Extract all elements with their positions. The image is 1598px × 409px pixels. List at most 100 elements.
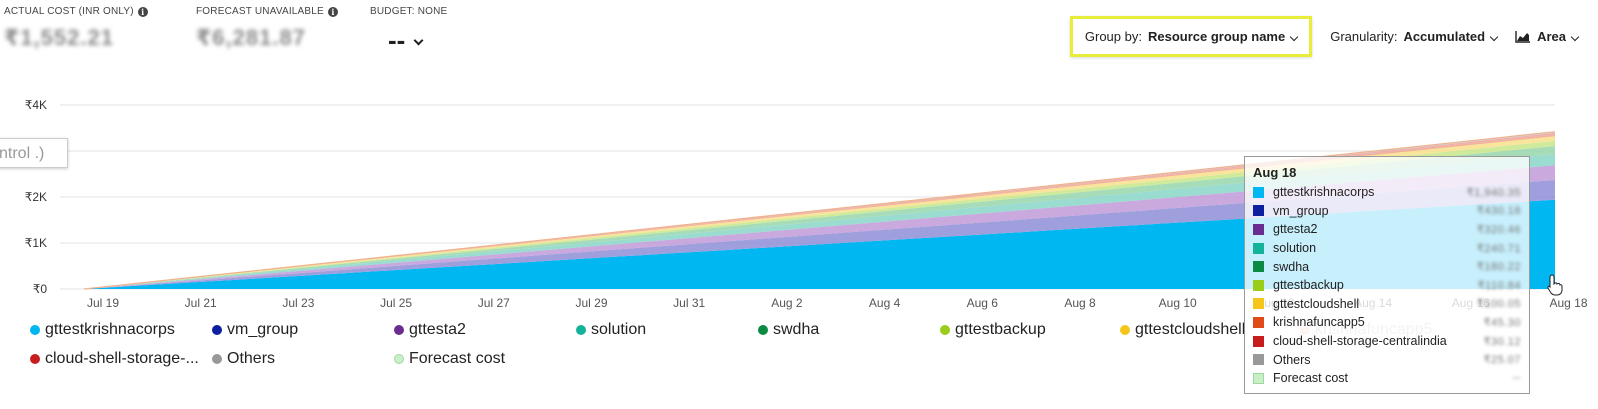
tooltip-series-value: ₹30.12 <box>1483 335 1521 348</box>
legend-label: Forecast cost <box>409 350 506 367</box>
tooltip-row: gttestcloudshell ₹100.05 <box>1253 295 1521 314</box>
y-tick-label: ₹4K <box>25 98 47 112</box>
tooltip-series-name: Forecast cost <box>1273 371 1349 386</box>
legend-item[interactable]: cloud-shell-storage-... <box>30 350 199 368</box>
legend-item[interactable]: swdha <box>758 321 819 339</box>
legend-dot <box>212 325 222 335</box>
tooltip-row: vm_group ₹430.18 <box>1253 202 1521 221</box>
tooltip-swatch <box>1253 186 1264 198</box>
legend-dot <box>940 325 950 335</box>
tooltip-series-value: -- <box>1512 372 1521 385</box>
group-by-dropdown[interactable]: Group by: Resource group name <box>1069 16 1313 57</box>
tooltip-swatch <box>1253 316 1264 328</box>
y-tick-label: ₹0 <box>33 282 48 296</box>
info-icon[interactable]: i <box>327 6 338 17</box>
ghost-tooltip: ntrol .) <box>0 138 68 168</box>
legend-item[interactable]: vm_group <box>212 321 298 339</box>
actual-cost-value: ₹1,552.21 <box>4 25 114 50</box>
budget-label: BUDGET: NONE <box>370 6 448 17</box>
x-tick-label: Jul 27 <box>478 296 510 310</box>
tooltip-series-value: ₹110.84 <box>1477 279 1521 292</box>
legend-dot <box>394 354 404 364</box>
legend-item[interactable]: gttesta2 <box>394 321 466 339</box>
legend-label: vm_group <box>227 321 299 338</box>
area-chart-icon <box>1515 30 1531 43</box>
chart-type-dropdown[interactable]: Area <box>1515 29 1580 44</box>
budget-selector[interactable]: -- <box>370 25 447 56</box>
tooltip-swatch <box>1253 205 1264 217</box>
x-tick-label: Aug 4 <box>869 296 901 310</box>
granularity-label: Granularity: <box>1330 29 1398 44</box>
legend-item[interactable]: gttestbackup <box>940 321 1046 339</box>
tooltip-swatch <box>1253 242 1264 254</box>
tooltip-series-value: ₹1,940.35 <box>1466 186 1521 199</box>
tooltip-series-value: ₹180.22 <box>1476 261 1521 274</box>
forecast-value: ₹6,281.87 <box>196 25 306 50</box>
hand-cursor-icon <box>1547 274 1563 296</box>
tooltip-series-name: gttestbackup <box>1273 278 1344 293</box>
tooltip-date: Aug 18 <box>1253 165 1297 180</box>
tooltip-swatch <box>1253 298 1264 310</box>
legend-label: gttestkrishnacorps <box>45 321 175 338</box>
tooltip-swatch <box>1253 223 1264 235</box>
x-tick-label: Aug 10 <box>1159 296 1197 310</box>
legend-item[interactable]: gttestcloudshell <box>1120 321 1245 339</box>
tooltip-row: cloud-shell-storage-centralindia ₹30.12 <box>1253 332 1521 351</box>
legend-label: solution <box>591 321 647 338</box>
budget-kpi: BUDGET: NONE -- <box>370 6 447 56</box>
tooltip-series-name: krishnafuncapp5 <box>1273 315 1365 330</box>
tooltip-row: solution ₹240.71 <box>1253 239 1521 258</box>
legend-item[interactable]: gttestkrishnacorps <box>30 321 175 339</box>
x-tick-label: Aug 2 <box>771 296 803 310</box>
chart-controls: Group by: Resource group name Granularit… <box>1069 16 1580 57</box>
tooltip-series-value: ₹100.05 <box>1476 298 1521 311</box>
legend-dot <box>30 325 40 335</box>
tooltip-swatch <box>1253 372 1264 384</box>
tooltip-row: gttesta2 ₹320.46 <box>1253 220 1521 239</box>
group-by-value: Resource group name <box>1147 29 1286 44</box>
budget-value: -- <box>388 25 406 55</box>
tooltip-series-name: Others <box>1273 352 1311 367</box>
tooltip-swatch <box>1253 354 1264 366</box>
tooltip-row: Others ₹25.07 <box>1253 350 1521 369</box>
x-tick-label: Jul 23 <box>282 296 314 310</box>
tooltip-series-value: ₹240.71 <box>1476 242 1521 255</box>
x-tick-label: Jul 25 <box>380 296 412 310</box>
actual-cost-label: ACTUAL COST (INR ONLY) <box>4 6 134 17</box>
tooltip-series-name: solution <box>1273 241 1317 256</box>
legend-label: gttesta2 <box>409 321 466 338</box>
forecast-label: FORECAST UNAVAILABLE <box>196 6 324 17</box>
tooltip-series-value: ₹430.18 <box>1476 205 1521 218</box>
legend-label: gttestcloudshell <box>1135 321 1246 338</box>
legend-dot <box>30 354 40 364</box>
info-icon[interactable]: i <box>137 6 148 17</box>
tooltip-row: gttestkrishnacorps ₹1,940.35 <box>1253 183 1521 202</box>
y-tick-label: ₹1K <box>25 236 47 250</box>
forecast-kpi: FORECAST UNAVAILABLE i ₹6,281.87 <box>196 6 338 51</box>
tooltip-series-name: gttesta2 <box>1273 222 1318 237</box>
tooltip-series-value: ₹25.07 <box>1483 354 1521 367</box>
legend-label: Others <box>227 350 276 367</box>
hover-tooltip: Aug 18 gttestkrishnacorps ₹1,940.35 vm_gro… <box>1244 156 1530 394</box>
ghost-text: ntrol .) <box>0 145 45 162</box>
tooltip-series-name: vm_group <box>1273 203 1329 218</box>
legend-label: swdha <box>773 321 820 338</box>
tooltip-swatch <box>1253 335 1264 347</box>
x-tick-label: Jul 19 <box>87 296 119 310</box>
tooltip-row: Forecast cost -- <box>1253 369 1521 388</box>
chart-type-value: Area <box>1537 29 1566 44</box>
legend-item[interactable]: Others <box>212 350 275 368</box>
tooltip-row: krishnafuncapp5 ₹45.30 <box>1253 313 1521 332</box>
x-tick-label: Jul 21 <box>185 296 217 310</box>
group-by-label: Group by: <box>1084 29 1142 44</box>
legend-label: gttestbackup <box>955 321 1046 338</box>
x-tick-label: Aug 8 <box>1064 296 1096 310</box>
tooltip-row: swdha ₹180.22 <box>1253 257 1521 276</box>
legend-item[interactable]: Forecast cost <box>394 350 505 368</box>
granularity-dropdown[interactable]: Granularity: Accumulated <box>1330 29 1499 44</box>
tooltip-series-name: swdha <box>1273 259 1310 274</box>
actual-cost-kpi: ACTUAL COST (INR ONLY) i ₹1,552.21 <box>4 6 148 51</box>
legend-item[interactable]: solution <box>576 321 646 339</box>
x-tick-label: Aug 18 <box>1549 296 1587 310</box>
